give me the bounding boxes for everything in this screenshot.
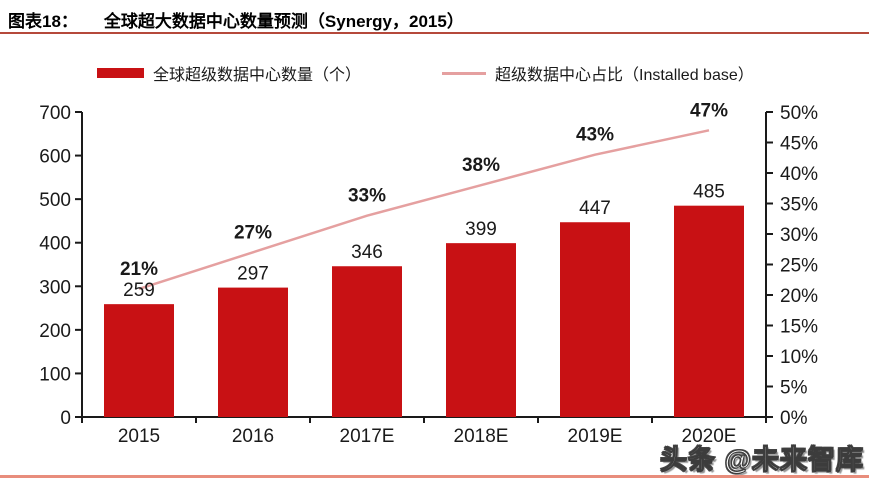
- y-axis-left-tick-label: 400: [39, 234, 71, 255]
- y-axis-left-tick-label: 500: [39, 190, 71, 211]
- line-series-swatch: [442, 71, 486, 75]
- bar-value-label-2018E: 399: [465, 219, 497, 240]
- line-point-label-2018E: 38%: [462, 155, 500, 176]
- bar-2018E: [446, 243, 516, 417]
- line-point-label-2020E: 47%: [690, 100, 728, 121]
- x-category-label-2020E: 2020E: [682, 426, 737, 447]
- y-axis-left-tick-label: 0: [60, 408, 71, 429]
- bar-series-legend-label: 全球超级数据中心数量（个）: [153, 67, 362, 84]
- y-axis-right-tick-label: 5%: [780, 378, 808, 399]
- line-point-label-2017E: 33%: [348, 186, 386, 207]
- figure-header: 图表18： 全球超大数据中心数量预测（Synergy，2015）: [8, 7, 464, 32]
- ratio-line: [138, 129, 710, 291]
- y-axis-right-tick-label: 50%: [780, 103, 818, 124]
- bar-value-label-2015: 259: [123, 280, 155, 301]
- bar-2019E: [560, 222, 630, 417]
- y-axis-right-tick-label: 45%: [780, 134, 818, 155]
- y-axis-left-tick-label: 200: [39, 321, 71, 342]
- y-axis-right-tick-label: 25%: [780, 256, 818, 277]
- y-axis-left-tick-label: 300: [39, 277, 71, 298]
- y-axis-right-tick-label: 15%: [780, 317, 818, 338]
- y-axis-right-tick-label: 30%: [780, 225, 818, 246]
- watermark: 头条 @未来智库: [660, 445, 864, 476]
- line-point-label-2015: 21%: [120, 259, 158, 280]
- y-axis-right-tick-label: 0%: [780, 408, 808, 429]
- x-category-label-2019E: 2019E: [568, 426, 623, 447]
- figure-title: 全球超大数据中心数量预测（Synergy，2015）: [103, 12, 464, 31]
- y-axis-left-tick-label: 600: [39, 147, 71, 168]
- line-point-label-2019E: 43%: [576, 125, 614, 146]
- y-axis-right-tick-label: 40%: [780, 164, 818, 185]
- x-category-label-2016: 2016: [232, 426, 274, 447]
- x-category-label-2017E: 2017E: [340, 426, 395, 447]
- bar-2015: [104, 304, 174, 417]
- bar-2016: [218, 287, 288, 417]
- bar-series-swatch: [97, 68, 144, 78]
- bar-2017E: [332, 266, 402, 417]
- bar-value-label-2019E: 447: [579, 198, 611, 219]
- line-series-legend-label: 超级数据中心占比（Installed base）: [495, 67, 754, 84]
- y-axis-right-tick-label: 35%: [780, 195, 818, 216]
- y-axis-left-tick-label: 700: [39, 103, 71, 124]
- title-underline: [0, 32, 869, 34]
- figure-number-label: 图表18：: [8, 12, 78, 31]
- y-axis-right-tick-label: 20%: [780, 286, 818, 307]
- bar-value-label-2016: 297: [237, 264, 269, 285]
- legend-item-line-series: 超级数据中心占比（Installed base）: [442, 61, 754, 85]
- y-axis-left-tick-label: 100: [39, 364, 71, 385]
- y-axis-right-tick-label: 10%: [780, 347, 818, 368]
- bar-2020E: [674, 205, 744, 417]
- x-category-label-2015: 2015: [118, 426, 160, 447]
- x-category-label-2018E: 2018E: [454, 426, 509, 447]
- bar-value-label-2020E: 485: [693, 182, 725, 203]
- legend-item-bar-series: 全球超级数据中心数量（个）: [97, 61, 361, 85]
- bar-value-label-2017E: 346: [351, 242, 383, 263]
- line-point-label-2016: 27%: [234, 222, 272, 243]
- bottom-rule: [0, 475, 869, 478]
